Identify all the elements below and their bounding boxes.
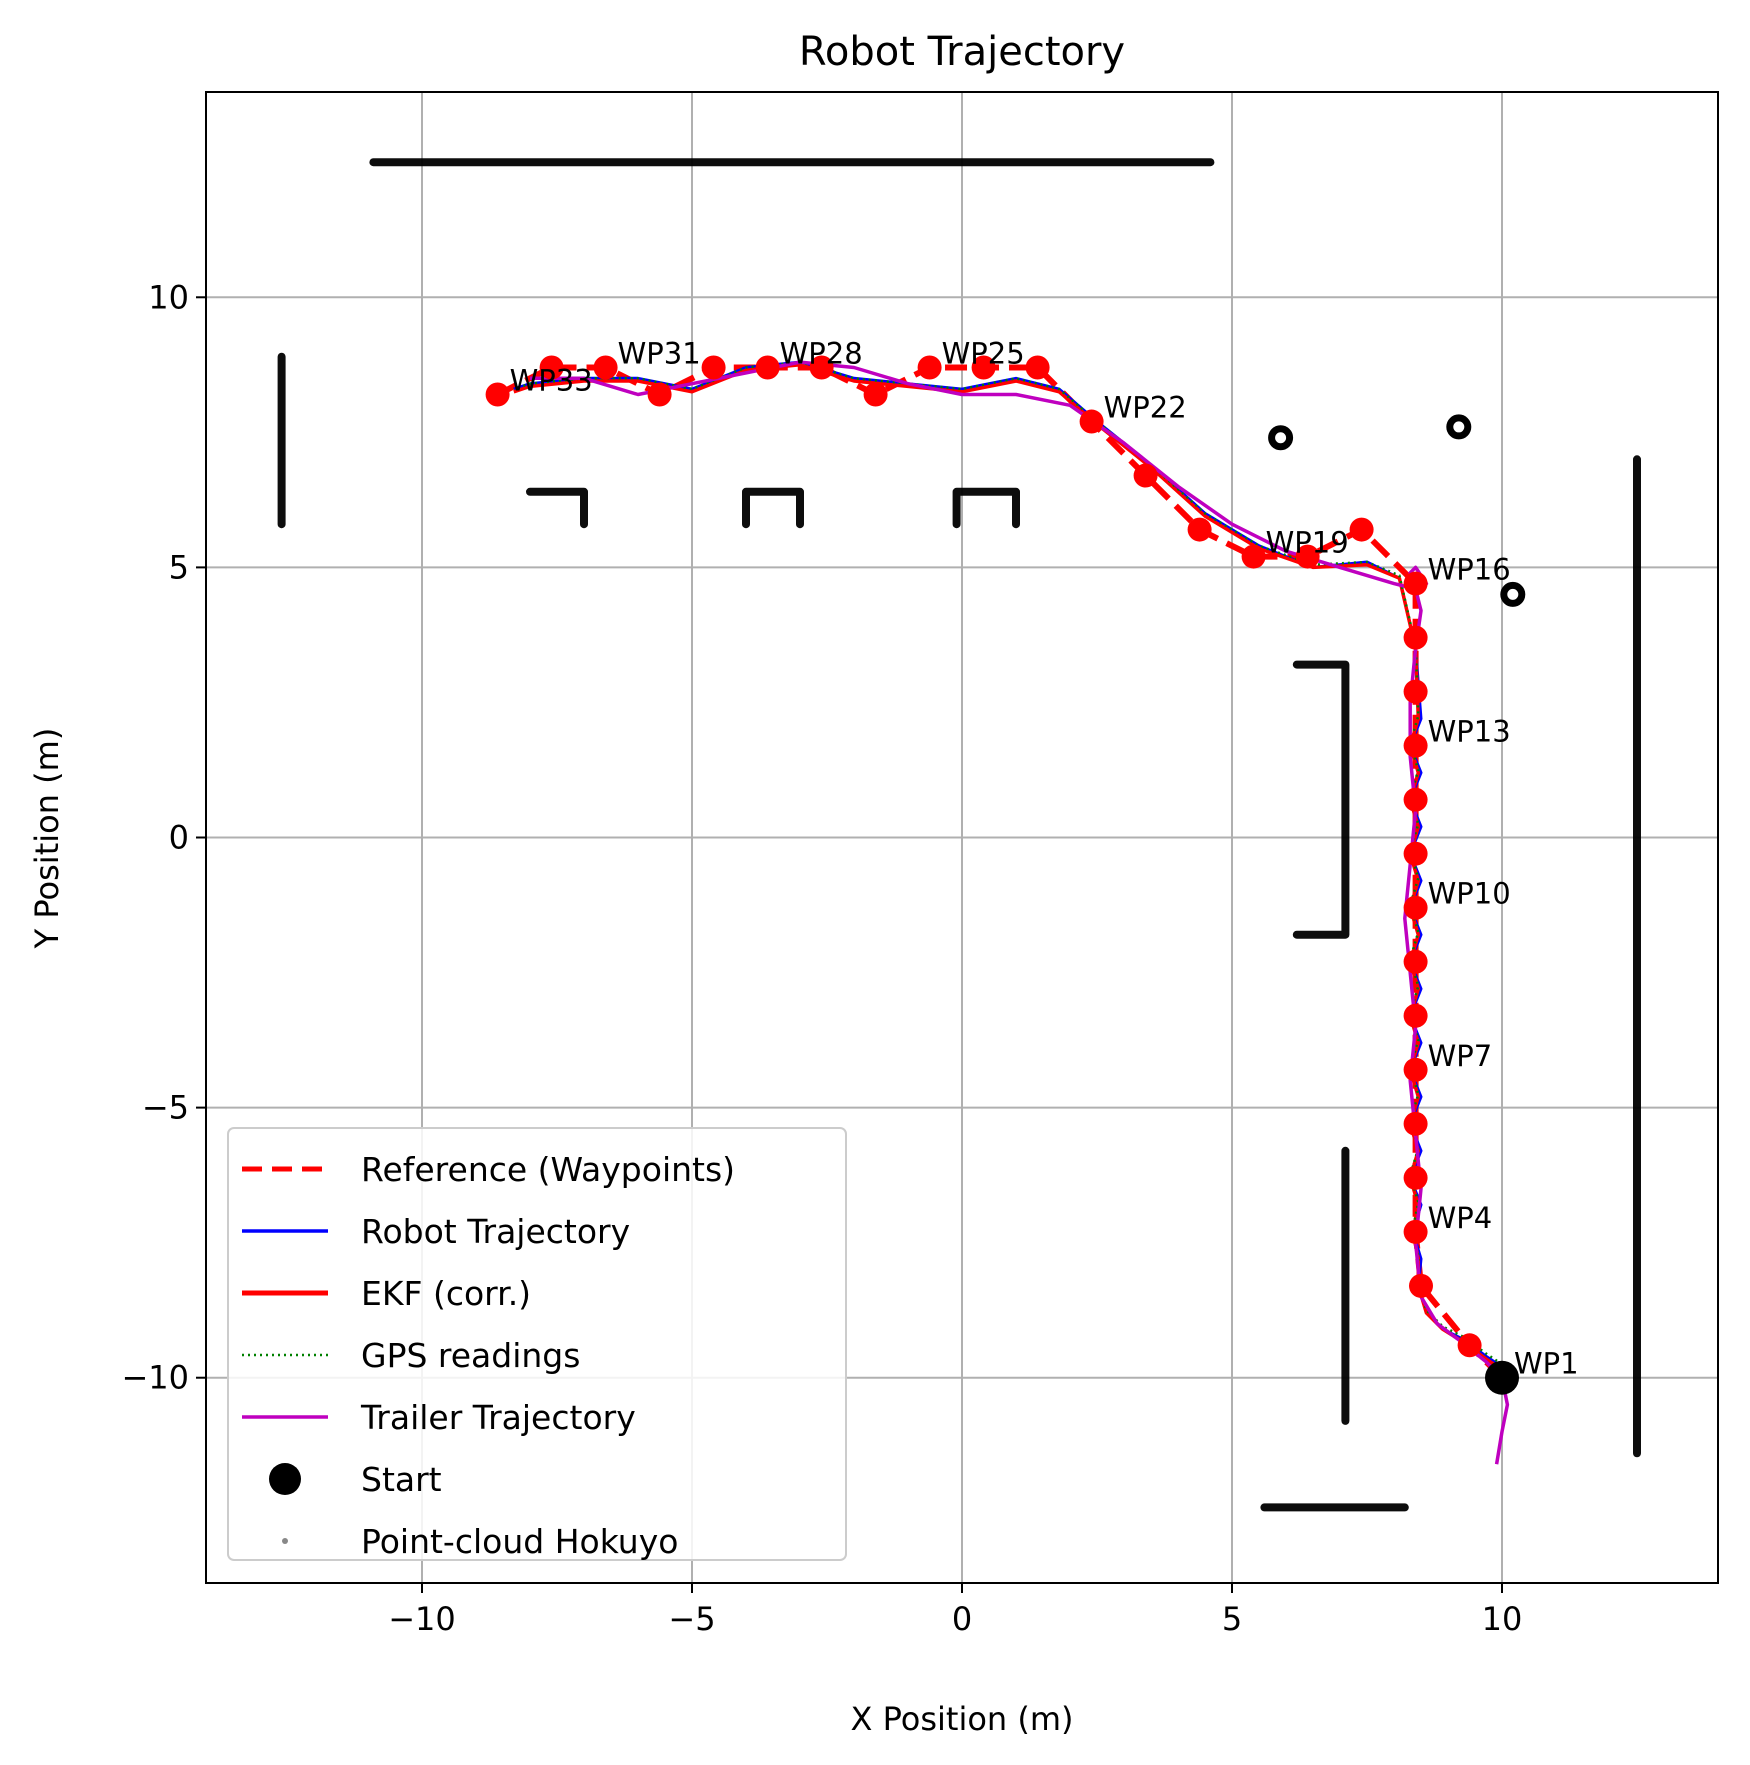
waypoint-marker <box>1409 1273 1433 1298</box>
waypoint-marker <box>1133 463 1158 488</box>
waypoint-marker <box>1403 787 1428 812</box>
waypoint-marker <box>1403 1219 1428 1244</box>
waypoint-marker <box>1403 1057 1428 1082</box>
legend-label-gps: GPS readings <box>361 1336 580 1375</box>
point-cloud-wall <box>742 487 804 529</box>
waypoint-label: WP25 <box>942 337 1025 371</box>
chart-title: Robot Trajectory <box>799 29 1125 75</box>
waypoint-marker <box>539 355 564 380</box>
waypoint-label: WP19 <box>1266 526 1349 560</box>
waypoint-marker <box>1457 1333 1482 1358</box>
legend-label-cloud: Point-cloud Hokuyo <box>361 1522 678 1561</box>
y-tick-label: −10 <box>121 1359 189 1397</box>
y-axis-label: Y Position (m) <box>28 728 66 950</box>
waypoint-marker <box>863 382 888 407</box>
waypoint-label: WP22 <box>1104 391 1187 425</box>
x-tick-label: 10 <box>1482 1600 1523 1638</box>
waypoint-marker <box>701 355 726 380</box>
plot-area <box>277 158 1641 1512</box>
x-tick-label: −10 <box>388 1600 456 1638</box>
waypoint-marker <box>485 382 510 407</box>
waypoint-markers <box>485 355 1519 1395</box>
waypoint-marker <box>971 355 996 380</box>
axis-ticks: −10 −5 0 5 10 −10 −5 0 5 10 <box>121 278 1522 1638</box>
waypoint-marker <box>1079 409 1104 434</box>
point-cloud-wall <box>526 487 588 529</box>
waypoint-marker <box>647 382 672 407</box>
plot-frame <box>205 91 1719 1584</box>
waypoint-marker <box>1403 1003 1428 1028</box>
waypoint-marker <box>809 355 834 380</box>
waypoint-marker <box>1403 679 1428 704</box>
waypoint-labels: WP1 WP4 WP7 WP10 WP13 WP16 WP19 WP22 WP25 WP28 WP3… <box>510 337 1579 1381</box>
y-tick-label: 0 <box>169 819 189 857</box>
legend-swatch-cloud <box>282 1538 288 1544</box>
legend-label-robot: Robot Trajectory <box>361 1212 630 1251</box>
waypoint-marker <box>1403 841 1428 866</box>
y-tick-label: −5 <box>142 1089 189 1127</box>
waypoint-marker <box>1241 544 1266 569</box>
waypoint-marker <box>1403 949 1428 974</box>
waypoint-marker <box>1349 517 1374 542</box>
waypoint-marker <box>1403 625 1428 650</box>
x-axis-label: X Position (m) <box>851 1700 1074 1738</box>
waypoint-label: WP7 <box>1428 1039 1493 1073</box>
waypoint-marker <box>917 355 942 380</box>
point-cloud-layer <box>277 158 1641 1512</box>
waypoint-marker <box>1403 1111 1428 1136</box>
waypoint-label: WP4 <box>1428 1201 1493 1235</box>
point-cloud-blob <box>1500 581 1526 607</box>
waypoint-marker <box>1187 517 1212 542</box>
waypoint-marker <box>1295 544 1320 569</box>
waypoint-marker <box>1025 355 1050 380</box>
legend-label-ekf: EKF (corr.) <box>361 1274 531 1313</box>
point-cloud-wall <box>1292 660 1350 939</box>
grid <box>206 92 1718 1583</box>
x-tick-label: 5 <box>1222 1600 1242 1638</box>
waypoint-label: WP1 <box>1514 1347 1579 1381</box>
legend-label-trailer: Trailer Trajectory <box>360 1398 636 1437</box>
point-cloud-blob <box>1446 414 1472 440</box>
point-cloud-wall <box>952 487 1020 529</box>
legend: Reference (Waypoints) Robot Trajectory EKF… <box>227 1127 847 1561</box>
waypoint-label: WP33 <box>510 364 593 398</box>
waypoint-label: WP13 <box>1428 715 1511 749</box>
y-tick-label: 5 <box>169 548 189 586</box>
legend-swatch-start <box>269 1463 301 1495</box>
waypoint-marker <box>1403 733 1428 758</box>
legend-label-start: Start <box>361 1460 442 1499</box>
waypoint-marker <box>755 355 780 380</box>
y-tick-label: 10 <box>148 278 189 316</box>
waypoint-marker <box>1403 895 1428 920</box>
waypoint-label: WP10 <box>1428 877 1511 911</box>
x-tick-label: 0 <box>952 1600 972 1638</box>
start-marker <box>1485 1360 1519 1395</box>
waypoint-marker <box>1403 1165 1428 1190</box>
waypoint-label: WP31 <box>618 337 701 371</box>
waypoint-label: WP16 <box>1428 553 1511 587</box>
legend-box <box>227 1127 847 1561</box>
waypoint-label: WP28 <box>780 337 863 371</box>
waypoint-marker <box>1403 571 1428 596</box>
waypoint-marker <box>593 355 618 380</box>
legend-label-reference: Reference (Waypoints) <box>361 1150 735 1189</box>
point-cloud-blob <box>1268 425 1294 451</box>
x-tick-label: −5 <box>668 1600 715 1638</box>
